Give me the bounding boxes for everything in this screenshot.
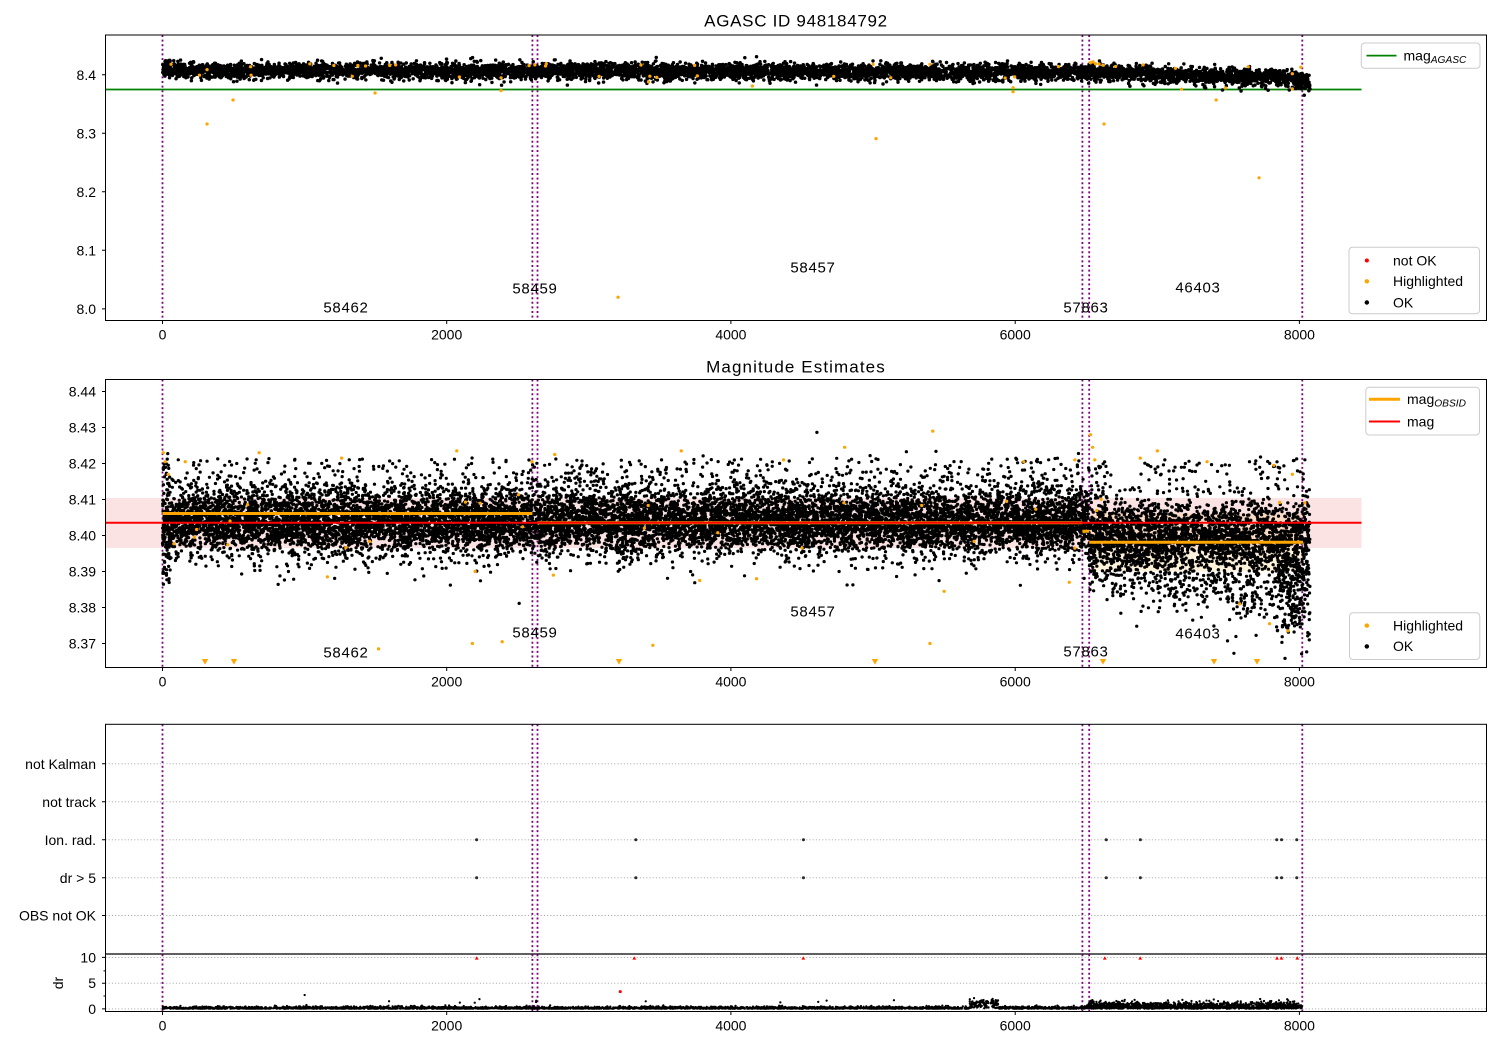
svg-text:8000: 8000 xyxy=(1284,1018,1315,1034)
svg-text:4000: 4000 xyxy=(715,1018,746,1034)
svg-text:Highlighted: Highlighted xyxy=(1393,273,1463,289)
svg-text:0: 0 xyxy=(159,327,167,343)
svg-text:58457: 58457 xyxy=(790,260,835,277)
svg-text:mag: mag xyxy=(1407,413,1434,429)
svg-text:5: 5 xyxy=(88,975,96,991)
svg-text:OK: OK xyxy=(1393,294,1414,310)
svg-text:2000: 2000 xyxy=(431,674,462,690)
svg-text:8.3: 8.3 xyxy=(77,125,97,141)
svg-text:2000: 2000 xyxy=(431,327,462,343)
svg-text:not Kalman: not Kalman xyxy=(25,756,96,772)
svg-text:58462: 58462 xyxy=(323,645,368,662)
svg-text:Ion. rad.: Ion. rad. xyxy=(45,832,96,848)
svg-text:8.44: 8.44 xyxy=(69,384,96,400)
svg-text:8.2: 8.2 xyxy=(77,184,97,200)
svg-text:0: 0 xyxy=(159,1018,167,1034)
svg-text:0: 0 xyxy=(88,1001,96,1017)
svg-text:OBS not OK: OBS not OK xyxy=(19,908,97,924)
svg-text:8.38: 8.38 xyxy=(69,600,96,616)
svg-text:OK: OK xyxy=(1393,638,1414,654)
svg-text:8.0: 8.0 xyxy=(77,301,97,317)
svg-text:4000: 4000 xyxy=(715,327,746,343)
svg-text:6000: 6000 xyxy=(1000,327,1031,343)
svg-text:AGASC ID 948184792: AGASC ID 948184792 xyxy=(704,12,888,31)
svg-text:6000: 6000 xyxy=(1000,674,1031,690)
svg-text:dr > 5: dr > 5 xyxy=(60,870,96,886)
svg-text:Highlighted: Highlighted xyxy=(1393,617,1463,633)
svg-text:2000: 2000 xyxy=(431,1018,462,1034)
svg-text:10: 10 xyxy=(80,949,96,965)
svg-text:57863: 57863 xyxy=(1063,644,1108,661)
svg-text:8.41: 8.41 xyxy=(69,492,96,508)
svg-text:58459: 58459 xyxy=(512,281,557,298)
svg-text:8000: 8000 xyxy=(1284,674,1315,690)
svg-text:46403: 46403 xyxy=(1175,626,1220,643)
svg-text:8.42: 8.42 xyxy=(69,456,96,472)
svg-text:8.39: 8.39 xyxy=(69,564,96,580)
svg-text:8.43: 8.43 xyxy=(69,420,96,436)
svg-text:8.40: 8.40 xyxy=(69,528,96,544)
svg-text:57863: 57863 xyxy=(1063,300,1108,317)
svg-text:8.1: 8.1 xyxy=(77,242,97,258)
svg-text:46403: 46403 xyxy=(1175,280,1220,297)
svg-text:58457: 58457 xyxy=(790,604,835,621)
svg-text:6000: 6000 xyxy=(1000,1018,1031,1034)
svg-text:8000: 8000 xyxy=(1284,327,1315,343)
svg-text:not track: not track xyxy=(42,794,97,810)
svg-text:0: 0 xyxy=(159,674,167,690)
svg-text:8.4: 8.4 xyxy=(77,67,97,83)
svg-text:Magnitude Estimates: Magnitude Estimates xyxy=(706,358,886,377)
svg-text:58462: 58462 xyxy=(323,300,368,317)
svg-text:4000: 4000 xyxy=(715,674,746,690)
svg-text:not OK: not OK xyxy=(1393,252,1437,268)
svg-text:dr: dr xyxy=(50,976,66,989)
svg-text:8.37: 8.37 xyxy=(69,636,96,652)
svg-text:58459: 58459 xyxy=(512,625,557,642)
